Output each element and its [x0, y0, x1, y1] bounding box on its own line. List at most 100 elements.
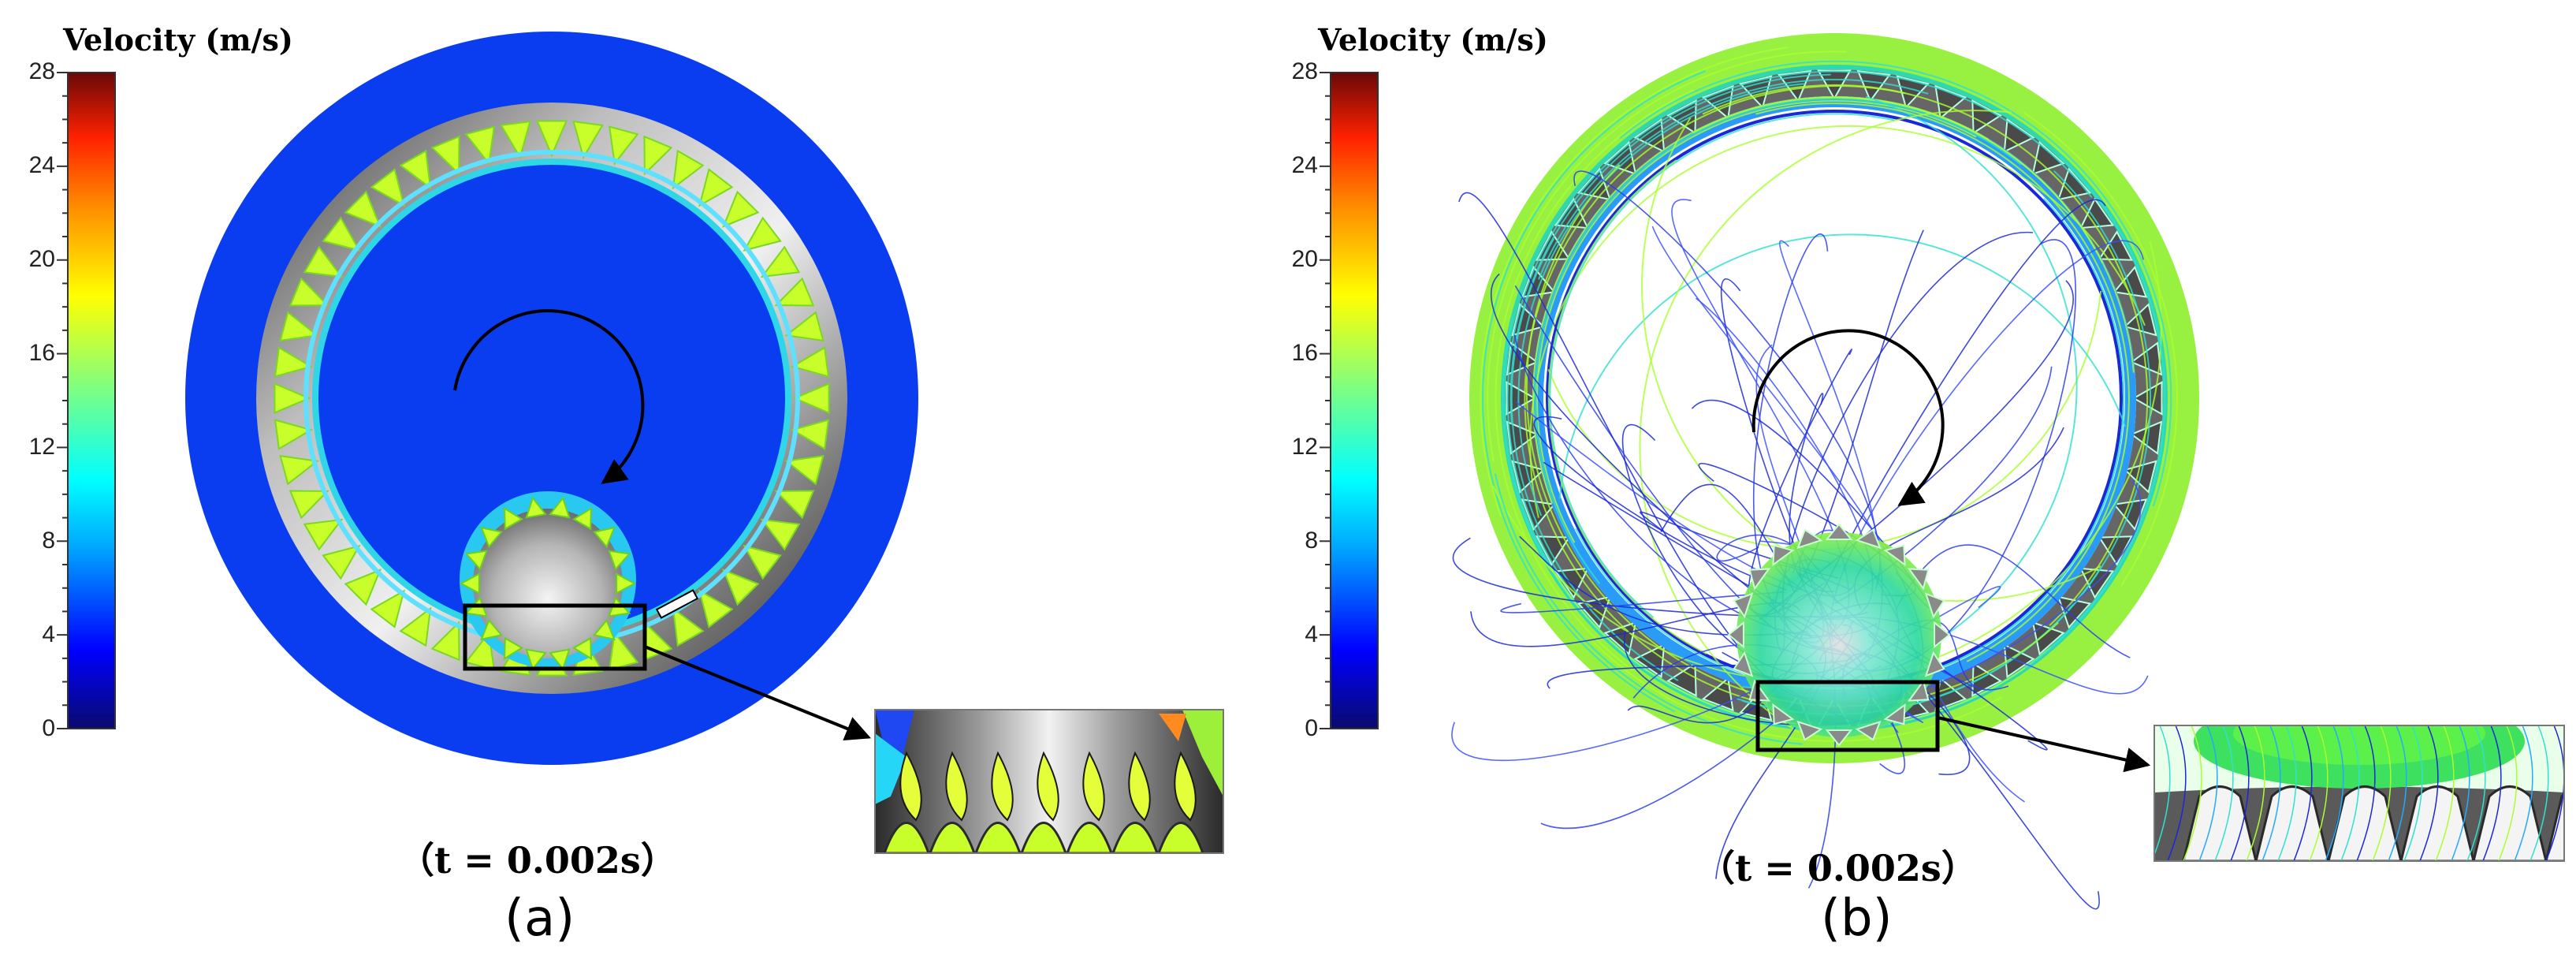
gear-tooth — [1796, 720, 1823, 741]
gear-tooth — [743, 216, 782, 252]
gear-tooth — [344, 190, 382, 229]
gear-tooth — [525, 496, 547, 519]
pinion-teeth-a — [459, 496, 637, 671]
zoom-box-a — [463, 603, 647, 671]
zoom-pointer-arrow-icon — [644, 645, 871, 741]
gear-tooth — [760, 518, 801, 551]
gear-tooth — [480, 618, 503, 641]
gear-tooth — [464, 125, 496, 166]
gear-tooth — [608, 631, 639, 671]
gear-tooth — [698, 168, 734, 207]
colorbar-a-tick: 4 — [42, 621, 55, 647]
gear-tooth — [774, 490, 815, 520]
colorbar-a-tick: 28 — [28, 58, 55, 84]
gear-tooth — [792, 382, 830, 414]
pinion-teeth-b — [1727, 523, 1951, 747]
gear-tooth — [549, 496, 571, 519]
gear-tooth — [549, 648, 571, 671]
gear-tooth — [1733, 592, 1754, 619]
gear-tooth — [1666, 662, 1697, 697]
colorbar-b-tick: 24 — [1291, 152, 1318, 178]
colorbar-b-ticks — [1320, 72, 1331, 729]
gear-tooth — [1701, 677, 1734, 712]
gear-tooth — [464, 550, 488, 571]
gear-tooth — [784, 454, 825, 486]
colorbar-b-tick: 8 — [1305, 528, 1318, 554]
outlet-slot-a — [655, 589, 699, 619]
colorbar-a-ticks — [57, 72, 68, 729]
gear-tooth — [608, 125, 639, 166]
gear-tooth — [1934, 621, 1951, 649]
colorbar-b-tick: 20 — [1291, 246, 1318, 272]
gear-tooth — [525, 648, 547, 671]
gear-tooth — [322, 544, 361, 580]
colorbar-a-gradient — [67, 72, 116, 729]
gear-tooth — [743, 544, 782, 580]
rotation-arrow-icon — [1751, 329, 1945, 506]
gear-tooth — [1748, 568, 1771, 591]
panel-b-streamlines — [1451, 33, 2199, 910]
gear-tooth — [274, 382, 311, 414]
colorbar-b-tick: 4 — [1305, 621, 1318, 647]
gear-tooth — [616, 572, 637, 595]
colorbar-b-tick: 0 — [1305, 715, 1318, 741]
inset-a — [875, 710, 1223, 853]
gear-tooth — [1883, 544, 1906, 567]
colorbar-a-tick: 0 — [42, 715, 55, 741]
gear-tooth — [572, 636, 593, 661]
gear-tooth — [721, 190, 760, 229]
gear-tooth — [503, 636, 523, 661]
gear-tooth — [503, 506, 523, 531]
colorbar-b-title: Velocity (m/s) — [1318, 22, 1548, 58]
colorbar-a-tick: 8 — [42, 528, 55, 554]
gear-tooth — [1924, 592, 1945, 619]
gear-tooth — [1924, 651, 1945, 677]
gear-tooth — [279, 454, 319, 486]
pinion-gear-b — [1737, 532, 1941, 737]
gear-tooth — [1855, 720, 1882, 741]
colorbar-a-tick: 24 — [28, 152, 55, 178]
zoom-pointer-arrow-icon — [1937, 716, 2151, 773]
rotation-arrow-icon — [453, 309, 645, 484]
time-label-b: （t = 0.002s） — [1699, 847, 1978, 889]
gear-tooth — [1907, 679, 1930, 702]
gear-tooth — [279, 311, 319, 342]
gear-tooth — [288, 490, 329, 520]
colorbar-b-tick: 28 — [1291, 58, 1318, 84]
gear-tooth — [2031, 621, 2065, 656]
ring-gear-teeth-a — [274, 120, 830, 677]
gear-tooth — [643, 135, 673, 176]
gear-tooth — [430, 135, 460, 176]
colorbar-a-title: Velocity (m/s) — [63, 22, 293, 58]
gear-tooth — [784, 311, 825, 342]
colorbar-a-tick: 20 — [28, 246, 55, 272]
gear-tooth — [1883, 703, 1906, 725]
time-label-a: （t = 0.002s） — [398, 839, 677, 882]
gear-tooth — [480, 526, 503, 549]
gear-tooth — [500, 120, 531, 160]
colorbar-b-gradient — [1330, 72, 1379, 729]
gear-tooth — [1907, 568, 1930, 591]
colorbar-a-tick: 12 — [28, 434, 55, 460]
gear-tooth — [572, 506, 593, 531]
gear-tooth — [536, 120, 568, 158]
gear-tooth — [790, 346, 830, 378]
inset-b — [2154, 725, 2564, 861]
gear-tooth — [1727, 621, 1744, 649]
gear-tooth — [274, 346, 314, 378]
gear-tooth — [1733, 651, 1754, 677]
gear-tooth — [672, 606, 705, 647]
panel-label-b: (b) — [1821, 889, 1893, 948]
panel-label-a: (a) — [504, 889, 575, 948]
gear-tooth — [370, 168, 406, 207]
gear-tooth — [1796, 528, 1823, 550]
gear-tooth — [288, 277, 329, 307]
gear-tooth — [1855, 528, 1882, 550]
gear-tooth — [399, 149, 432, 190]
gear-tooth — [721, 568, 760, 606]
gear-tooth — [399, 606, 432, 647]
gear-tooth — [1825, 729, 1853, 747]
gear-tooth — [430, 621, 460, 662]
